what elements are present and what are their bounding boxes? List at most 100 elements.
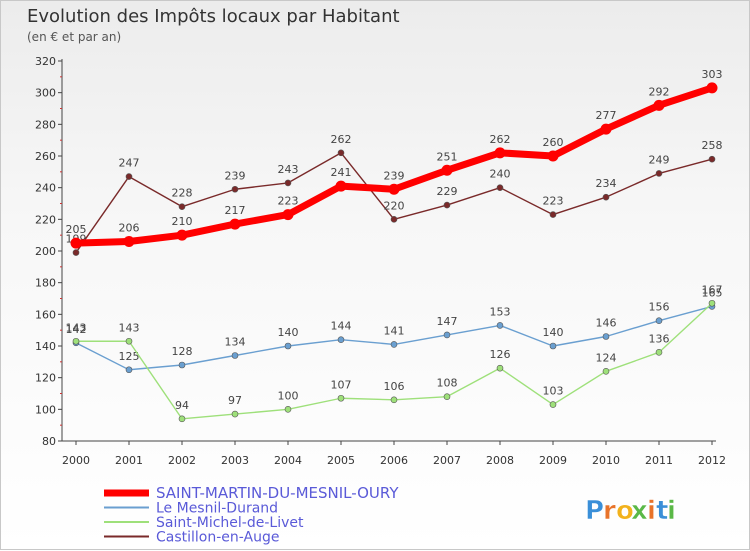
data-label: 156: [649, 301, 670, 314]
data-label: 303: [702, 68, 723, 81]
x-tick-label: 2008: [486, 454, 514, 467]
data-label: 143: [66, 321, 87, 334]
data-point: [72, 337, 80, 345]
y-tick-label: 300: [35, 87, 56, 100]
y-tick-label: 160: [35, 308, 56, 321]
data-label: 239: [225, 169, 246, 182]
y-tick-label: 220: [35, 213, 56, 226]
data-point: [655, 349, 663, 356]
data-label: 134: [225, 336, 246, 349]
data-point: [335, 180, 347, 192]
y-tick-label: 260: [35, 150, 56, 163]
data-label: 277: [596, 109, 617, 122]
logo-letter: i: [647, 496, 656, 526]
x-tick-label: 2002: [168, 454, 196, 467]
legend-item: Saint-Michel-de-Livet: [104, 515, 304, 531]
data-point: [706, 82, 718, 94]
legend-label: SAINT-MARTIN-DU-MESNIL-OURY: [156, 484, 399, 502]
legend-label: Saint-Michel-de-Livet: [156, 515, 304, 531]
series-line: [75, 305, 713, 371]
logo-letter: t: [656, 496, 668, 526]
data-point: [178, 415, 186, 423]
data-point: [602, 193, 610, 201]
data-label: 243: [278, 163, 299, 176]
data-point: [549, 401, 557, 408]
y-tick-label: 320: [35, 55, 56, 68]
data-label: 94: [175, 399, 189, 412]
data-point: [231, 185, 239, 193]
x-tick-label: 2009: [539, 454, 567, 467]
data-label: 234: [596, 177, 617, 190]
data-label: 249: [649, 153, 670, 166]
series-0: 205 206 210 217 223 241 239 251 262 260 277 292 303: [66, 68, 723, 249]
x-tick-label: 2010: [592, 454, 620, 467]
data-point: [655, 170, 663, 177]
data-label: 100: [278, 389, 299, 402]
x-tick-label: 2007: [433, 454, 461, 467]
data-point: [123, 236, 135, 247]
data-point: [549, 211, 557, 218]
data-label: 108: [437, 377, 458, 390]
data-label: 97: [228, 394, 242, 407]
logo-letter: P: [585, 496, 604, 526]
data-point: [176, 229, 188, 241]
data-label: 223: [543, 195, 564, 208]
data-point: [229, 218, 241, 230]
data-label: 228: [172, 187, 193, 200]
data-label: 262: [331, 133, 352, 146]
series-2: 143 143 94 97 100 107 106 108 126 103 124 136 167: [66, 283, 723, 423]
data-point: [178, 361, 186, 369]
data-point: [72, 249, 80, 256]
data-point: [388, 183, 400, 195]
data-point: [178, 203, 186, 210]
data-label: 240: [490, 168, 511, 181]
data-point: [496, 184, 504, 191]
data-label: 210: [172, 215, 193, 228]
x-tick-label: 2004: [274, 454, 302, 467]
data-label: 206: [119, 222, 140, 235]
data-point: [337, 394, 345, 402]
data-label: 143: [119, 321, 140, 334]
legend-item: SAINT-MARTIN-DU-MESNIL-OURY: [104, 484, 399, 502]
y-tick-label: 180: [35, 277, 56, 290]
data-label: 251: [437, 150, 458, 163]
axes: 80 100 120 140 160 180 200 220 240 260 280 300 320 20…: [35, 55, 726, 467]
data-label: 292: [649, 85, 670, 98]
data-label: 106: [384, 380, 405, 393]
x-tick-label: 2000: [62, 454, 90, 467]
data-label: 153: [490, 305, 511, 318]
data-label: 239: [384, 169, 405, 182]
data-point: [70, 237, 82, 249]
data-label: 260: [543, 136, 564, 149]
data-point: [443, 331, 451, 339]
data-label: 258: [702, 139, 723, 152]
data-point: [653, 99, 665, 111]
x-tick-label: 2006: [380, 454, 408, 467]
data-point: [337, 149, 345, 157]
data-point: [600, 123, 612, 135]
data-label: 140: [278, 326, 299, 339]
data-point: [443, 393, 451, 400]
data-point: [284, 179, 292, 187]
y-tick-label: 240: [35, 182, 56, 195]
data-point: [547, 150, 559, 162]
y-tick-label: 200: [35, 245, 56, 258]
data-label: 220: [384, 199, 405, 212]
y-tick-label: 80: [42, 435, 56, 448]
data-label: 125: [119, 350, 140, 363]
y-tick-label: 100: [35, 403, 56, 416]
data-point: [549, 342, 557, 350]
data-point: [284, 342, 292, 350]
data-label: 147: [437, 315, 458, 328]
data-point: [441, 164, 453, 176]
x-tick-label: 2012: [698, 454, 726, 467]
proxiti-logo: Pr ox i ti: [585, 496, 677, 527]
data-label: 223: [278, 195, 299, 208]
legend-item: Le Mesnil-Durand: [104, 501, 278, 517]
data-label: 241: [331, 166, 352, 179]
data-label: 165: [702, 286, 723, 299]
data-point: [602, 333, 610, 340]
